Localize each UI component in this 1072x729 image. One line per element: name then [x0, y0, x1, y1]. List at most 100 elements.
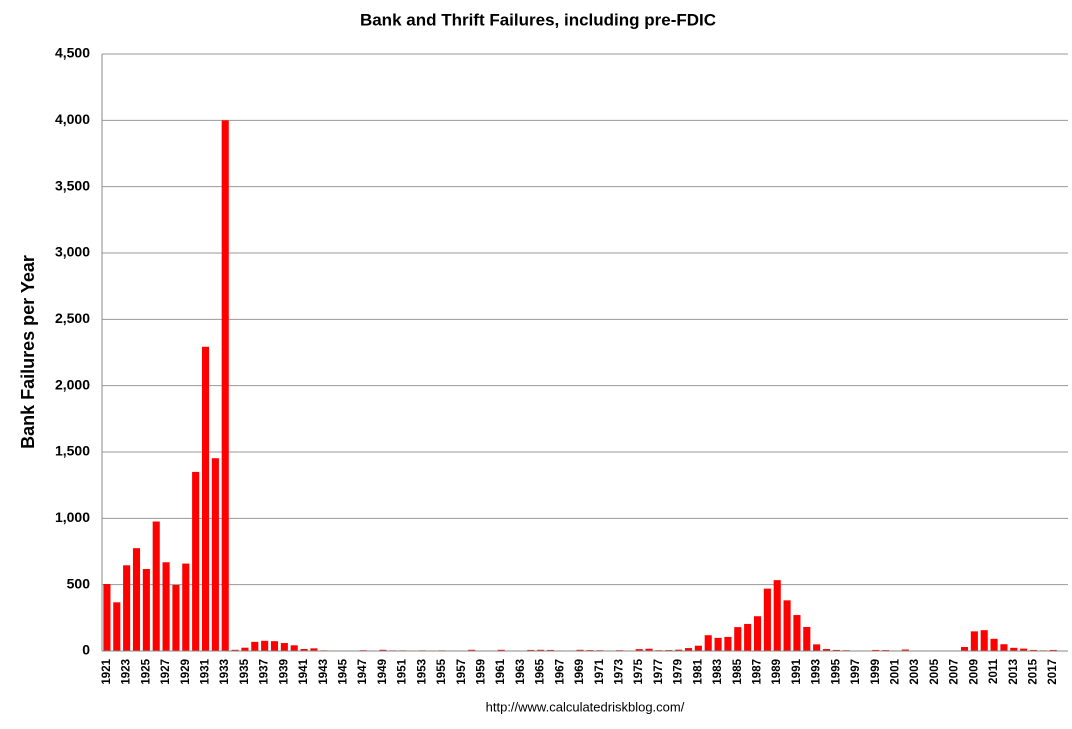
- bar: [724, 636, 732, 651]
- x-tick-label: 1963: [515, 659, 527, 685]
- bar: [773, 580, 781, 651]
- bar: [1020, 648, 1028, 651]
- bar: [1049, 649, 1057, 651]
- x-tick-label: 1985: [732, 658, 744, 684]
- x-tick-label: 1941: [298, 658, 310, 684]
- y-tick-label: 1,000: [55, 509, 90, 525]
- bar: [1000, 644, 1008, 651]
- bar: [123, 565, 131, 651]
- bar: [132, 548, 141, 651]
- y-tick-label: 4,500: [55, 45, 90, 61]
- y-tick-label: 4,000: [55, 111, 90, 127]
- x-tick-label: 2009: [968, 659, 980, 685]
- x-tick-label: 1993: [811, 659, 823, 685]
- bar: [103, 584, 111, 651]
- x-tick-label: 1989: [771, 659, 783, 685]
- bar: [813, 644, 821, 651]
- x-tick-label: 1979: [673, 659, 685, 685]
- x-tick-label: 1951: [397, 658, 409, 684]
- bar: [221, 120, 229, 652]
- x-tick-label: 2001: [890, 658, 902, 684]
- bar: [241, 647, 249, 651]
- bar: [645, 648, 653, 651]
- y-tick-label: 3,000: [55, 244, 90, 260]
- x-tick-label: 1983: [712, 659, 724, 685]
- bar: [300, 649, 308, 651]
- bar: [793, 615, 801, 651]
- bar: [990, 638, 998, 651]
- x-tick-label: 2013: [1008, 659, 1020, 685]
- x-tick-label: 1959: [476, 659, 488, 685]
- bar: [744, 623, 752, 651]
- x-tick-label: 1973: [614, 659, 626, 685]
- y-axis-label: Bank Failures per Year: [18, 255, 38, 449]
- bar: [152, 521, 160, 651]
- bar: [763, 588, 771, 651]
- y-tick-label: 2,500: [55, 310, 90, 326]
- y-tick-label: 1,500: [55, 443, 90, 459]
- bar: [497, 649, 505, 651]
- bar: [675, 649, 683, 651]
- bar: [832, 649, 840, 651]
- x-tick-label: 2003: [909, 659, 921, 685]
- bar: [270, 641, 279, 651]
- x-tick-label: 1945: [338, 658, 350, 684]
- x-tick-label: 2015: [1028, 658, 1040, 684]
- x-tick-label: 1947: [357, 659, 369, 685]
- bar: [251, 641, 259, 651]
- bar: [172, 584, 180, 651]
- bar: [537, 649, 545, 651]
- x-tick-label: 1927: [160, 659, 172, 685]
- bar: [379, 649, 387, 651]
- bar: [734, 627, 742, 651]
- bar: [970, 631, 978, 651]
- x-tick-label: 1935: [239, 658, 251, 684]
- bar: [576, 649, 584, 651]
- bar: [901, 649, 909, 651]
- x-tick-label: 1923: [121, 659, 133, 685]
- bar: [310, 648, 318, 651]
- x-tick-label: 1949: [377, 659, 389, 685]
- bar: [635, 649, 643, 651]
- bar: [546, 649, 555, 651]
- bar: [290, 645, 298, 651]
- bar: [162, 562, 170, 651]
- bar: [694, 645, 702, 651]
- x-tick-label: 1965: [535, 658, 547, 684]
- x-tick-label: 1981: [692, 658, 704, 684]
- x-tick-label: 1967: [554, 659, 566, 685]
- bar: [1029, 649, 1038, 651]
- source-note: http://www.calculatedriskblog.com/: [486, 699, 685, 714]
- x-tick-label: 2017: [1047, 659, 1059, 685]
- x-tick-label: 2007: [949, 659, 961, 685]
- bar: [201, 346, 210, 651]
- bar: [960, 647, 969, 651]
- bar: [714, 637, 722, 651]
- x-tick-label: 1931: [200, 658, 212, 684]
- x-tick-label: 1997: [850, 659, 862, 685]
- bar: [261, 640, 269, 651]
- bar: [684, 648, 693, 651]
- y-tick-label: 2,000: [55, 376, 90, 392]
- x-tick-label: 1995: [830, 658, 842, 684]
- bar: [980, 630, 988, 651]
- x-tick-label: 1971: [594, 658, 606, 684]
- x-tick-label: 1975: [633, 658, 645, 684]
- x-tick-label: 2005: [929, 658, 941, 684]
- x-tick-label: 1953: [416, 659, 428, 685]
- bar: [704, 635, 712, 651]
- y-tick-label: 500: [67, 575, 91, 591]
- x-tick-label: 1987: [752, 659, 764, 685]
- bar: [803, 626, 811, 651]
- x-tick-label: 1969: [574, 659, 586, 685]
- x-tick-label: 1999: [870, 659, 882, 685]
- bar: [182, 563, 190, 651]
- chart-title: Bank and Thrift Failures, including pre-…: [360, 10, 716, 29]
- x-tick-label: 1933: [219, 659, 231, 685]
- bar: [527, 649, 535, 651]
- bar: [783, 600, 791, 651]
- bar: [231, 649, 239, 651]
- bar: [1010, 647, 1018, 651]
- bar: [753, 616, 762, 651]
